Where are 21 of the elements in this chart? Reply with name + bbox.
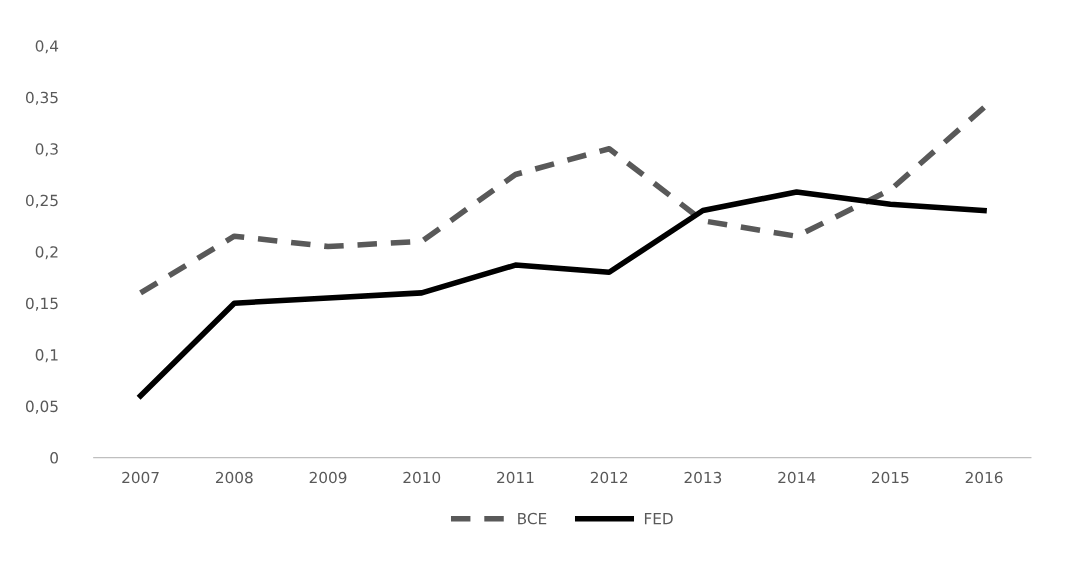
y-tick-label: 0,3 — [35, 143, 58, 157]
y-tick-label: 0,2 — [35, 246, 58, 260]
x-tick-label: 2015 — [872, 471, 909, 484]
y-tick-label: 0,05 — [25, 400, 58, 414]
y-tick-label: 0,15 — [25, 297, 58, 311]
x-tick-label: 2013 — [684, 471, 722, 484]
y-tick-label: 0,4 — [35, 40, 59, 54]
x-tick-label: 2008 — [215, 471, 253, 484]
y-tick-label: 0,1 — [35, 349, 58, 363]
x-tick-label: 2009 — [309, 471, 347, 484]
y-tick-label: 0 — [50, 452, 58, 464]
x-tick-label: 2012 — [590, 471, 628, 484]
x-tick-label: 2007 — [122, 471, 159, 484]
x-tick-label: 2011 — [497, 471, 534, 484]
legend-label: FED — [644, 513, 673, 525]
legend-label: BCE — [518, 512, 547, 525]
y-tick-label: 0,35 — [25, 91, 58, 105]
y-tick-label: 0,25 — [25, 194, 58, 208]
x-tick-label: 2014 — [778, 471, 816, 484]
x-tick-label: 2010 — [403, 471, 441, 484]
x-tick-label: 2016 — [965, 471, 1003, 484]
